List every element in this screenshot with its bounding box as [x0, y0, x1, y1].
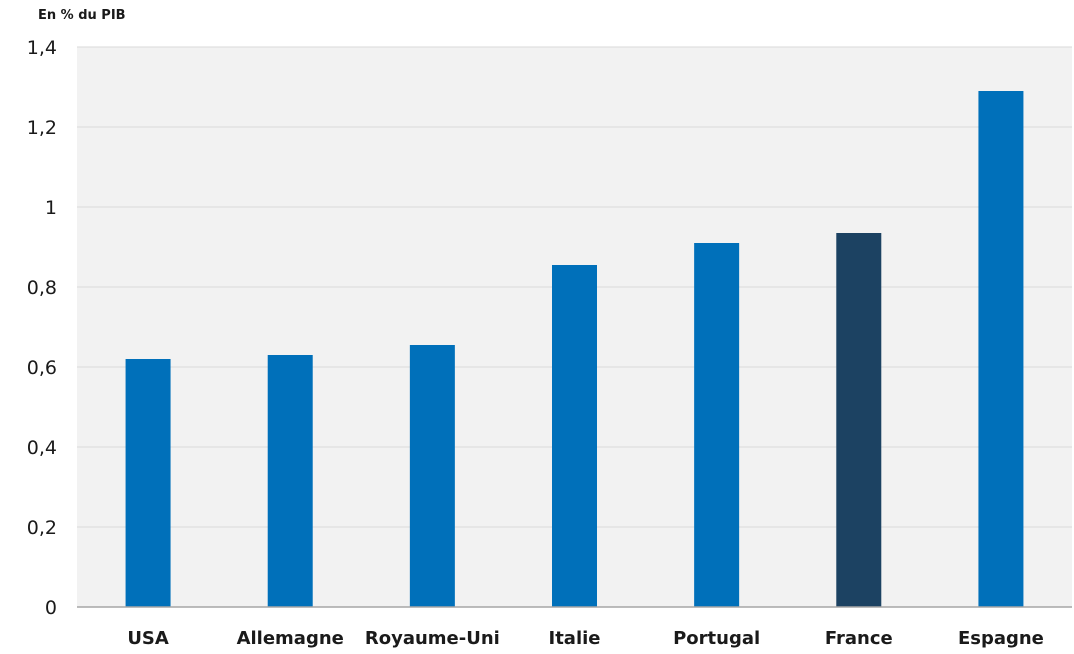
bar-espagne [978, 91, 1024, 607]
bar-france [836, 233, 882, 607]
x-tick-label: Portugal [673, 628, 760, 649]
x-tick-label: Espagne [958, 628, 1044, 649]
bar-royaume-uni [409, 345, 455, 607]
bar-usa [125, 359, 171, 607]
x-tick-label: Allemagne [237, 628, 344, 649]
bar-allemagne [267, 355, 313, 607]
y-tick-label: 0,2 [27, 517, 57, 539]
y-tick-label: 1 [45, 197, 57, 219]
y-tick-label: 1,4 [27, 37, 57, 59]
x-tick-label: Royaume-Uni [365, 628, 500, 649]
bar-italie [552, 265, 597, 607]
x-tick-label: France [825, 628, 893, 649]
y-tick-label: 0,6 [27, 357, 57, 379]
x-tick-label: Italie [549, 628, 601, 649]
y-tick-label: 1,2 [27, 117, 57, 139]
y-tick-label: 0 [45, 597, 57, 619]
y-axis-label: En % du PIB [38, 8, 126, 23]
x-tick-label: USA [127, 628, 169, 649]
y-tick-label: 0,4 [27, 437, 57, 459]
y-tick-label: 0,8 [27, 277, 57, 299]
bar-portugal [694, 243, 740, 607]
